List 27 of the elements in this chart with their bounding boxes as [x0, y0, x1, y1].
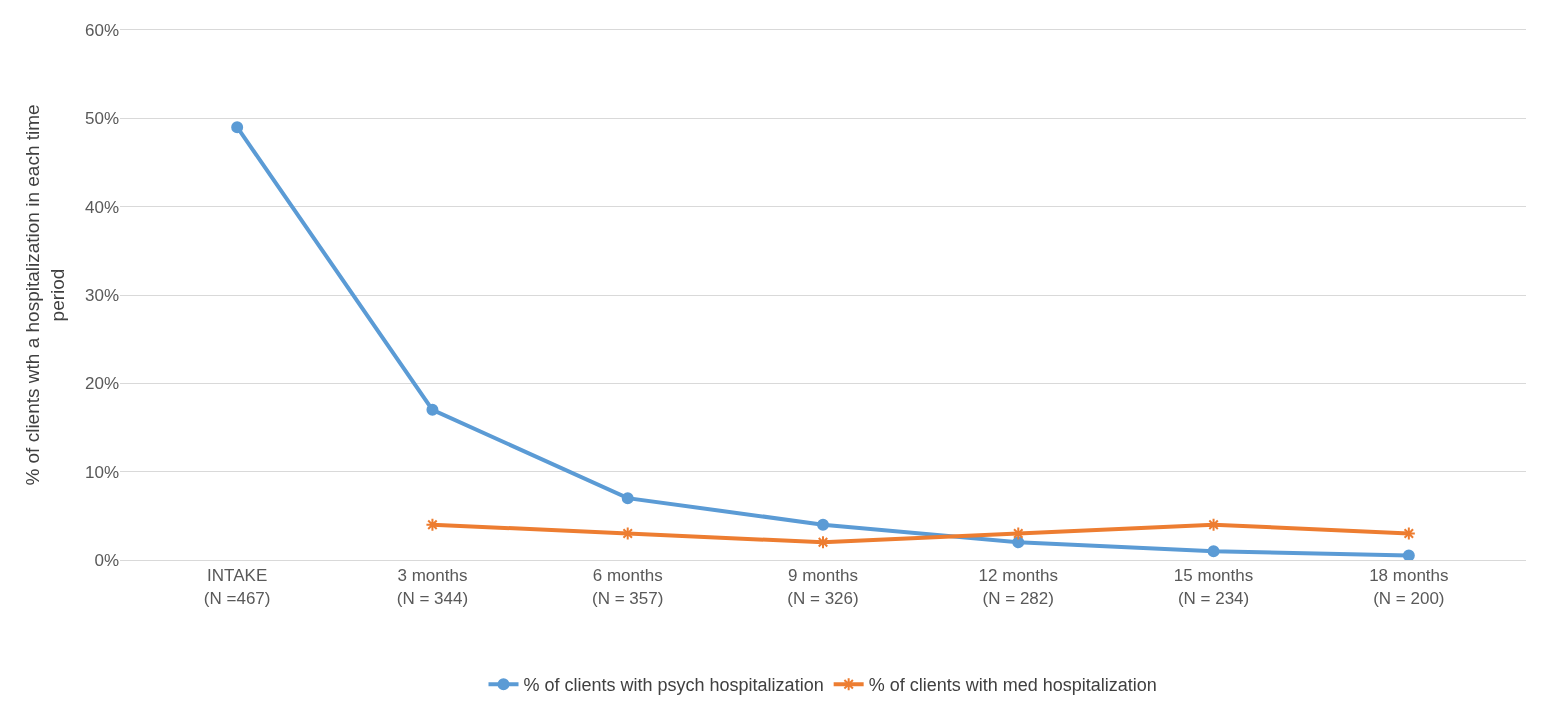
y-tick-label: 40%	[84, 197, 119, 217]
point	[1206, 517, 1221, 532]
y-tick-label: 30%	[84, 285, 119, 305]
x-tick-label: 18 months (N = 200)	[1369, 566, 1449, 608]
x-tick-label: 12 months (N = 282)	[978, 566, 1058, 608]
y-tick-label: 60%	[84, 20, 119, 40]
y-tick-label: 10%	[84, 462, 119, 482]
point	[1012, 536, 1025, 549]
point	[621, 492, 634, 505]
point	[425, 517, 440, 532]
x-tick-label: 6 months (N = 357)	[592, 566, 664, 608]
x-tick-label: 3 months (N = 344)	[396, 566, 469, 608]
y-axis-title: % of clients wth a hospitalization in each time period	[22, 104, 68, 486]
x-tick-label: INTAKE (N =467)	[203, 566, 271, 608]
point	[816, 535, 830, 550]
x-tick-label: 15 months (N = 234)	[1173, 566, 1254, 608]
y-tick-label: 50%	[84, 109, 119, 129]
legend-label: % of clients with med hospitalization	[868, 675, 1157, 696]
y-tick-label: 0%	[94, 550, 119, 570]
point	[1207, 545, 1220, 558]
point	[426, 403, 439, 416]
point	[1402, 549, 1415, 560]
x-tick-label: 9 months (N = 326)	[787, 566, 859, 608]
point	[817, 518, 829, 531]
y-tick-label: 20%	[84, 374, 119, 394]
point	[231, 121, 244, 134]
legend-label: % of clients with psych hospitalization	[523, 675, 824, 696]
